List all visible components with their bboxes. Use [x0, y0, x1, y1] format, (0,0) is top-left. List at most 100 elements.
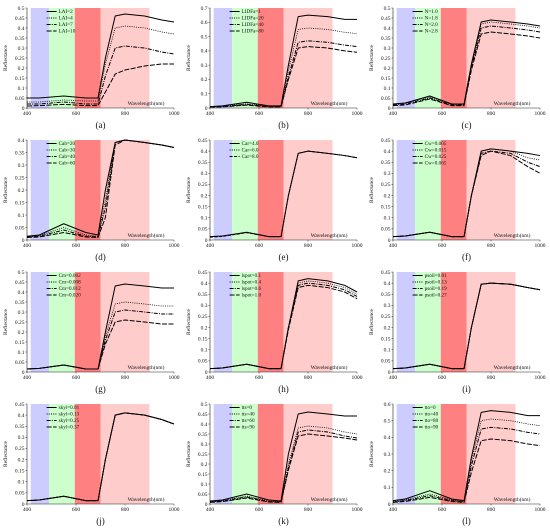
y-axis-label: Reflectance	[185, 308, 192, 335]
x-tick-label: 400	[389, 111, 398, 117]
band-green	[49, 404, 75, 504]
chart-svg: 0 0.05 0.1 0.15 0.2 0.25 0.3 0.35 0.4 0.45 0.5 400 6…	[2, 6, 180, 130]
panel-caption: (l)	[462, 516, 471, 526]
x-tick-label: 800	[487, 375, 496, 381]
x-tick-label: 800	[304, 507, 313, 513]
band-red	[440, 404, 467, 504]
chart-svg: 0 0.05 0.1 0.15 0.2 0.25 0.3 0.35 0.4 0.45 400 600 8…	[185, 270, 363, 394]
y-tick-label: 0.25	[381, 314, 391, 320]
y-tick-label: 0	[205, 502, 208, 508]
x-tick-label: 400	[23, 243, 32, 249]
series-line	[392, 19, 541, 105]
series-line	[209, 46, 358, 108]
y-tick-label: 0.05	[381, 227, 391, 233]
band-nir	[283, 404, 333, 504]
band-blue	[213, 140, 233, 240]
y-tick-label: 0.5	[201, 402, 208, 408]
legend-label: Car=6.0	[242, 148, 259, 154]
x-axis-label: Wavelength(nm)	[311, 496, 348, 503]
legend-label: tto=90	[425, 425, 439, 431]
panel-caption: (d)	[95, 252, 106, 262]
legend-label: Cm=0.002	[59, 273, 81, 279]
band-red	[74, 404, 101, 504]
x-tick-label: 1000	[169, 111, 180, 117]
chart-svg: 0 0.05 0.1 0.15 0.2 0.25 0.3 0.35 0.4 0.45 400 600 8…	[185, 138, 363, 262]
x-axis-label: Wavelength(nm)	[494, 232, 531, 239]
legend-label: lspot=0.1	[242, 273, 262, 279]
y-tick-label: 0.35	[15, 36, 25, 42]
y-tick-label: 0.05	[15, 360, 25, 366]
panel-caption: (f)	[462, 252, 471, 262]
y-tick-label: 0.4	[201, 281, 208, 287]
chart-svg: 0 0.05 0.1 0.15 0.2 0.25 0.3 0.35 0.4 400 600 800 10…	[2, 138, 180, 262]
y-tick-label: 0.15	[381, 76, 391, 82]
chart-panel-l: 0 0.1 0.2 0.3 0.4 0.5 0.6 400 600 800 1000 Reflecta…	[366, 396, 549, 528]
band-red	[74, 140, 101, 240]
chart-svg: 0 0.05 0.1 0.15 0.2 0.25 0.3 0.35 0.4 0.45 400 600 8…	[368, 270, 546, 394]
legend-label: Cw=0.005	[425, 141, 447, 147]
legend-label: LAI=7	[59, 22, 74, 28]
legend-label: Cab=20	[59, 141, 76, 147]
y-tick-label: 0.4	[18, 138, 25, 144]
y-tick-label: 0.15	[15, 468, 25, 474]
x-axis-label: Wavelength(nm)	[128, 364, 165, 371]
y-tick-label: 0.15	[381, 336, 391, 342]
x-tick-label: 1000	[535, 243, 546, 249]
x-tick-label: 1000	[169, 243, 180, 249]
series-line	[392, 418, 541, 502]
legend-label: Cw=0.025	[425, 154, 447, 160]
legend-label: Cab=60	[59, 161, 76, 167]
legend-label: Cw=0.015	[425, 148, 447, 154]
chart-svg: 0 0.05 0.1 0.15 0.2 0.25 0.3 0.35 0.4 0.45 0.5 400 6…	[368, 6, 546, 130]
legend-label: tts=40	[242, 412, 255, 418]
y-tick-label: 0.1	[18, 480, 25, 486]
panel-caption: (g)	[95, 384, 106, 394]
series-line	[26, 412, 175, 502]
legend-label: psoil=0.19	[425, 286, 447, 292]
y-tick-label: 0.45	[15, 280, 25, 286]
band-red	[440, 140, 467, 240]
chart-panel-a: 0 0.05 0.1 0.15 0.2 0.25 0.3 0.35 0.4 0.45 0.5 400 6…	[0, 0, 183, 132]
y-tick-label: 0.45	[381, 270, 391, 276]
y-tick-label: 0.3	[18, 310, 25, 316]
x-tick-label: 600	[438, 243, 447, 249]
y-tick-label: 0.5	[18, 6, 25, 12]
chart-panel-j: 0 0.05 0.1 0.15 0.2 0.25 0.3 0.35 0.4 0.45 400 600 8…	[0, 396, 183, 528]
band-blue	[396, 140, 416, 240]
band-red	[440, 272, 467, 372]
y-tick-label: 0.15	[381, 204, 391, 210]
band-green	[232, 404, 258, 504]
chart-panel-g: 0 0.05 0.1 0.15 0.2 0.25 0.3 0.35 0.4 0.45 0.5 400 6…	[0, 264, 183, 396]
x-tick-label: 1000	[352, 243, 363, 249]
y-tick-label: 0.4	[201, 422, 208, 428]
y-axis-label: Reflectance	[185, 176, 192, 203]
y-tick-label: 0.4	[384, 149, 391, 155]
series-line	[392, 31, 541, 107]
x-tick-label: 400	[23, 507, 32, 513]
chart-panel-i: 0 0.05 0.1 0.15 0.2 0.25 0.3 0.35 0.4 0.45 400 600 8…	[366, 264, 549, 396]
legend-label: tto=40	[425, 412, 439, 418]
legend-label: Cab=40	[59, 154, 76, 160]
y-tick-label: 0.4	[18, 290, 25, 296]
legend-label: skyl=0.37	[59, 425, 80, 431]
band-blue	[30, 8, 50, 108]
y-tick-label: 0.45	[15, 402, 25, 408]
panel-caption: (h)	[278, 384, 289, 394]
y-tick-label: 0.2	[18, 188, 25, 194]
y-tick-label: 0.45	[198, 138, 208, 144]
series-line	[26, 63, 174, 107]
x-tick-label: 800	[304, 111, 313, 117]
legend-label: LAI=4	[59, 16, 74, 22]
chart-panel-h: 0 0.05 0.1 0.15 0.2 0.25 0.3 0.35 0.4 0.45 400 600 8…	[183, 264, 366, 396]
y-tick-label: 0	[22, 502, 25, 508]
legend-label: Cw=0.065	[425, 161, 447, 167]
series-line	[209, 150, 358, 238]
chart-svg: 0 0.1 0.2 0.3 0.4 0.5 0.6 0.7 400 600 800 1000 Refle…	[185, 6, 363, 130]
x-axis-label: Wavelength(nm)	[494, 364, 531, 371]
y-tick-label: 0.3	[201, 171, 208, 177]
y-tick-label: 0	[388, 502, 391, 508]
x-tick-label: 1000	[352, 375, 363, 381]
legend-label: N=1.8	[425, 16, 439, 22]
y-tick-label: 0.25	[381, 56, 391, 62]
y-tick-label: 0.25	[15, 175, 25, 181]
